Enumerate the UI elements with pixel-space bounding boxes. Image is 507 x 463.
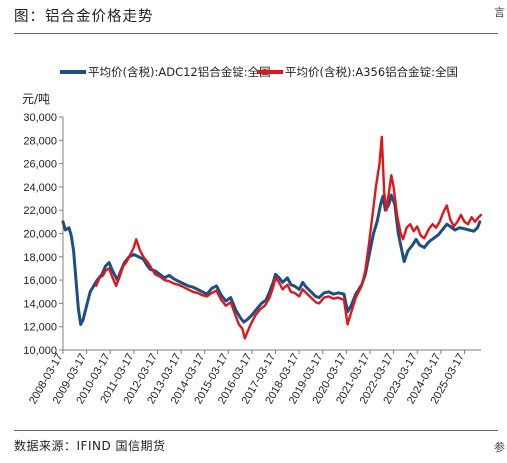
y-tick-label: 14,000 [23,298,57,310]
y-tick-label: 24,000 [23,182,57,194]
top-rule [14,33,498,34]
edge-mark-bottom: 参 [494,441,505,454]
y-tick-label: 28,000 [23,135,57,147]
y-tick-label: 18,000 [23,252,57,264]
y-tick-label: 12,000 [23,322,57,334]
y-tick-label: 10,000 [23,345,57,357]
y-tick-label: 16,000 [23,275,57,287]
y-tick-label: 26,000 [23,159,57,171]
bottom-rule [14,430,498,431]
legend-adc12-label: 平均价(含税):ADC12铝合金锭:全国 [88,65,271,79]
figure-title: 图：铝合金价格走势 [14,9,154,25]
y-tick-label: 30,000 [23,112,57,124]
y-tick-label: 20,000 [23,229,57,241]
legend-a356-label: 平均价(含税):A356铝合金锭:全国 [285,65,458,79]
y-axis-unit-label: 元/吨 [22,92,50,106]
y-tick-label: 22,000 [23,205,57,217]
series-a356-line [94,135,483,340]
edge-mark-top: 言 [494,6,505,19]
series-adc12-line [61,193,482,326]
source-note: 数据来源：IFIND 国信期货 [14,439,166,453]
